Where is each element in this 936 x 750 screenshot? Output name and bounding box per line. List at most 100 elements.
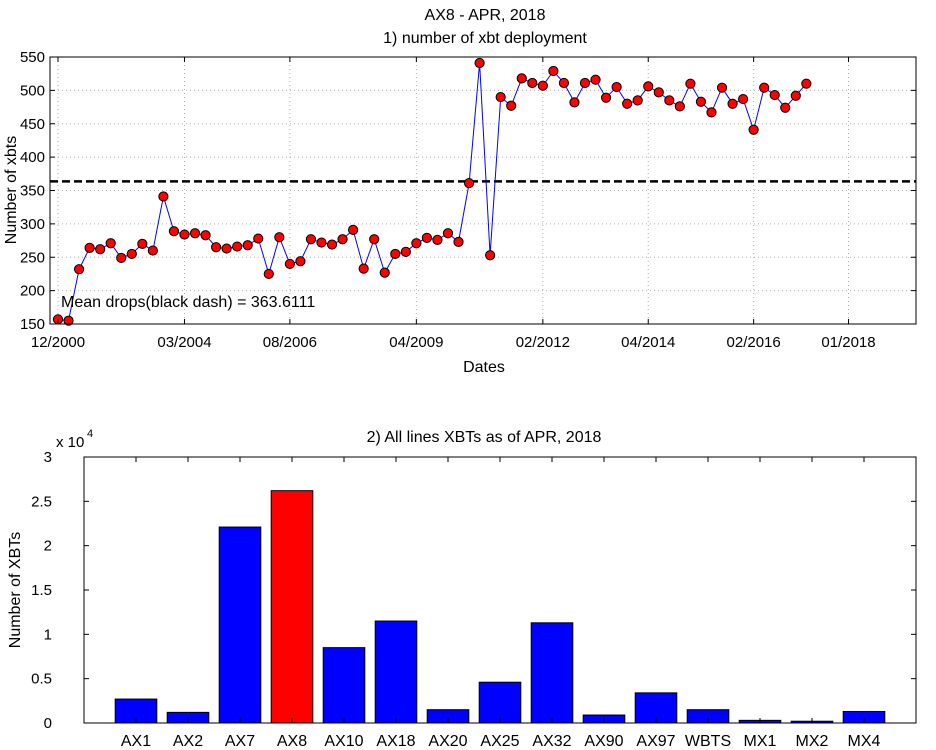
data-point	[179, 229, 190, 240]
data-point	[390, 248, 401, 260]
category-label: AX18	[376, 733, 415, 750]
y-tick-label: 150	[20, 316, 45, 333]
category-label: AX8	[277, 733, 307, 750]
data-point	[801, 78, 812, 89]
bar	[218, 526, 262, 724]
bar-chart: 2) All lines XBTs as of APR, 2018 0 0.5 1 1…	[7, 428, 917, 750]
data-point	[242, 240, 253, 251]
data-point	[674, 101, 685, 112]
y-tick-label: 500	[20, 82, 45, 99]
x-tick-label: 04/2014	[621, 334, 675, 351]
line-chart-title: 1) number of xbt deployment	[383, 30, 587, 47]
y-axis-exponent-power: 4	[87, 428, 93, 440]
bar	[634, 692, 678, 724]
y-tick-label: 1.5	[31, 582, 52, 599]
data-point	[263, 268, 274, 280]
mean-label: Mean drops(black dash) = 363.6111	[61, 294, 315, 311]
data-point	[116, 252, 127, 264]
category-label: AX7	[225, 733, 255, 750]
category-label: AX1	[121, 733, 151, 750]
data-point	[421, 232, 432, 243]
y-tick-label: 400	[20, 149, 45, 166]
data-point	[495, 91, 506, 103]
data-point	[200, 230, 211, 241]
data-point	[727, 98, 738, 109]
data-point	[685, 78, 696, 89]
data-point	[253, 233, 264, 244]
category-label: MX1	[744, 733, 777, 750]
data-point	[579, 77, 591, 89]
y-tick-label: 0.5	[31, 671, 52, 688]
line-chart-grid	[50, 57, 916, 324]
category-label: WBTS	[685, 733, 731, 750]
bar	[270, 490, 314, 724]
data-point	[295, 256, 306, 267]
data-point	[73, 264, 85, 275]
data-point	[211, 242, 222, 253]
data-point	[95, 244, 106, 255]
y-tick-label: 550	[20, 49, 45, 66]
data-point	[558, 77, 570, 89]
category-label: AX25	[480, 733, 519, 750]
y-tick-label: 1	[44, 626, 52, 643]
data-point	[769, 89, 780, 101]
data-point	[147, 245, 158, 256]
data-point	[168, 226, 180, 237]
bar	[478, 681, 522, 724]
y-tick-label: 0	[44, 715, 52, 732]
data-point	[516, 73, 527, 84]
data-point	[158, 191, 169, 202]
bar-series	[114, 490, 886, 724]
data-point	[463, 178, 475, 189]
category-label: AX2	[173, 733, 203, 750]
y-axis-exponent-base: x 10	[56, 434, 84, 451]
data-point	[569, 97, 580, 108]
data-point	[695, 96, 707, 107]
data-point	[485, 250, 496, 261]
y-tick-label: 350	[20, 183, 45, 200]
y-tick-label: 2	[44, 538, 52, 555]
y-tick-label: 300	[20, 216, 45, 233]
data-point	[748, 124, 759, 135]
x-tick-label: 03/2004	[157, 334, 211, 351]
data-point	[326, 239, 338, 250]
data-point	[527, 77, 538, 89]
category-label: AX32	[532, 733, 571, 750]
data-point	[126, 248, 137, 260]
data-point	[137, 238, 148, 249]
data-point	[358, 263, 369, 274]
bar	[530, 622, 574, 724]
data-point	[284, 258, 295, 270]
x-tick-label: 01/2018	[821, 334, 875, 351]
bar	[374, 620, 418, 724]
category-label: AX97	[636, 733, 675, 750]
y-tick-label: 450	[20, 116, 45, 133]
data-point	[369, 234, 380, 245]
data-point	[664, 95, 675, 106]
data-point	[590, 74, 601, 85]
data-point	[790, 90, 801, 101]
y-axis-exponent: x 10 4	[56, 428, 93, 451]
data-point	[105, 238, 116, 249]
data-point	[653, 87, 664, 98]
data-point	[474, 57, 485, 69]
y-tick-label: 250	[20, 249, 45, 266]
data-point	[274, 232, 285, 243]
line-chart: 1) number of xbt deployment 150 200 250 300…	[3, 30, 917, 376]
category-label: AX90	[584, 733, 623, 750]
category-label: MX2	[796, 733, 829, 750]
x-tick-label: 08/2006	[263, 334, 317, 351]
series-line	[57, 62, 807, 322]
data-point	[548, 65, 559, 77]
category-label: MX4	[848, 733, 881, 750]
line-chart-x-ticks: 12/2000 03/2004 08/2006 04/2009 02/2012 04/20…	[31, 57, 876, 351]
x-tick-label: 02/2012	[516, 334, 570, 351]
x-tick-label: 04/2009	[389, 334, 443, 351]
data-point	[622, 98, 633, 109]
data-point	[348, 224, 359, 235]
category-label: AX10	[324, 733, 363, 750]
data-point	[305, 234, 317, 245]
bar-chart-title: 2) All lines XBTs as of APR, 2018	[367, 429, 602, 446]
data-point	[716, 82, 728, 93]
